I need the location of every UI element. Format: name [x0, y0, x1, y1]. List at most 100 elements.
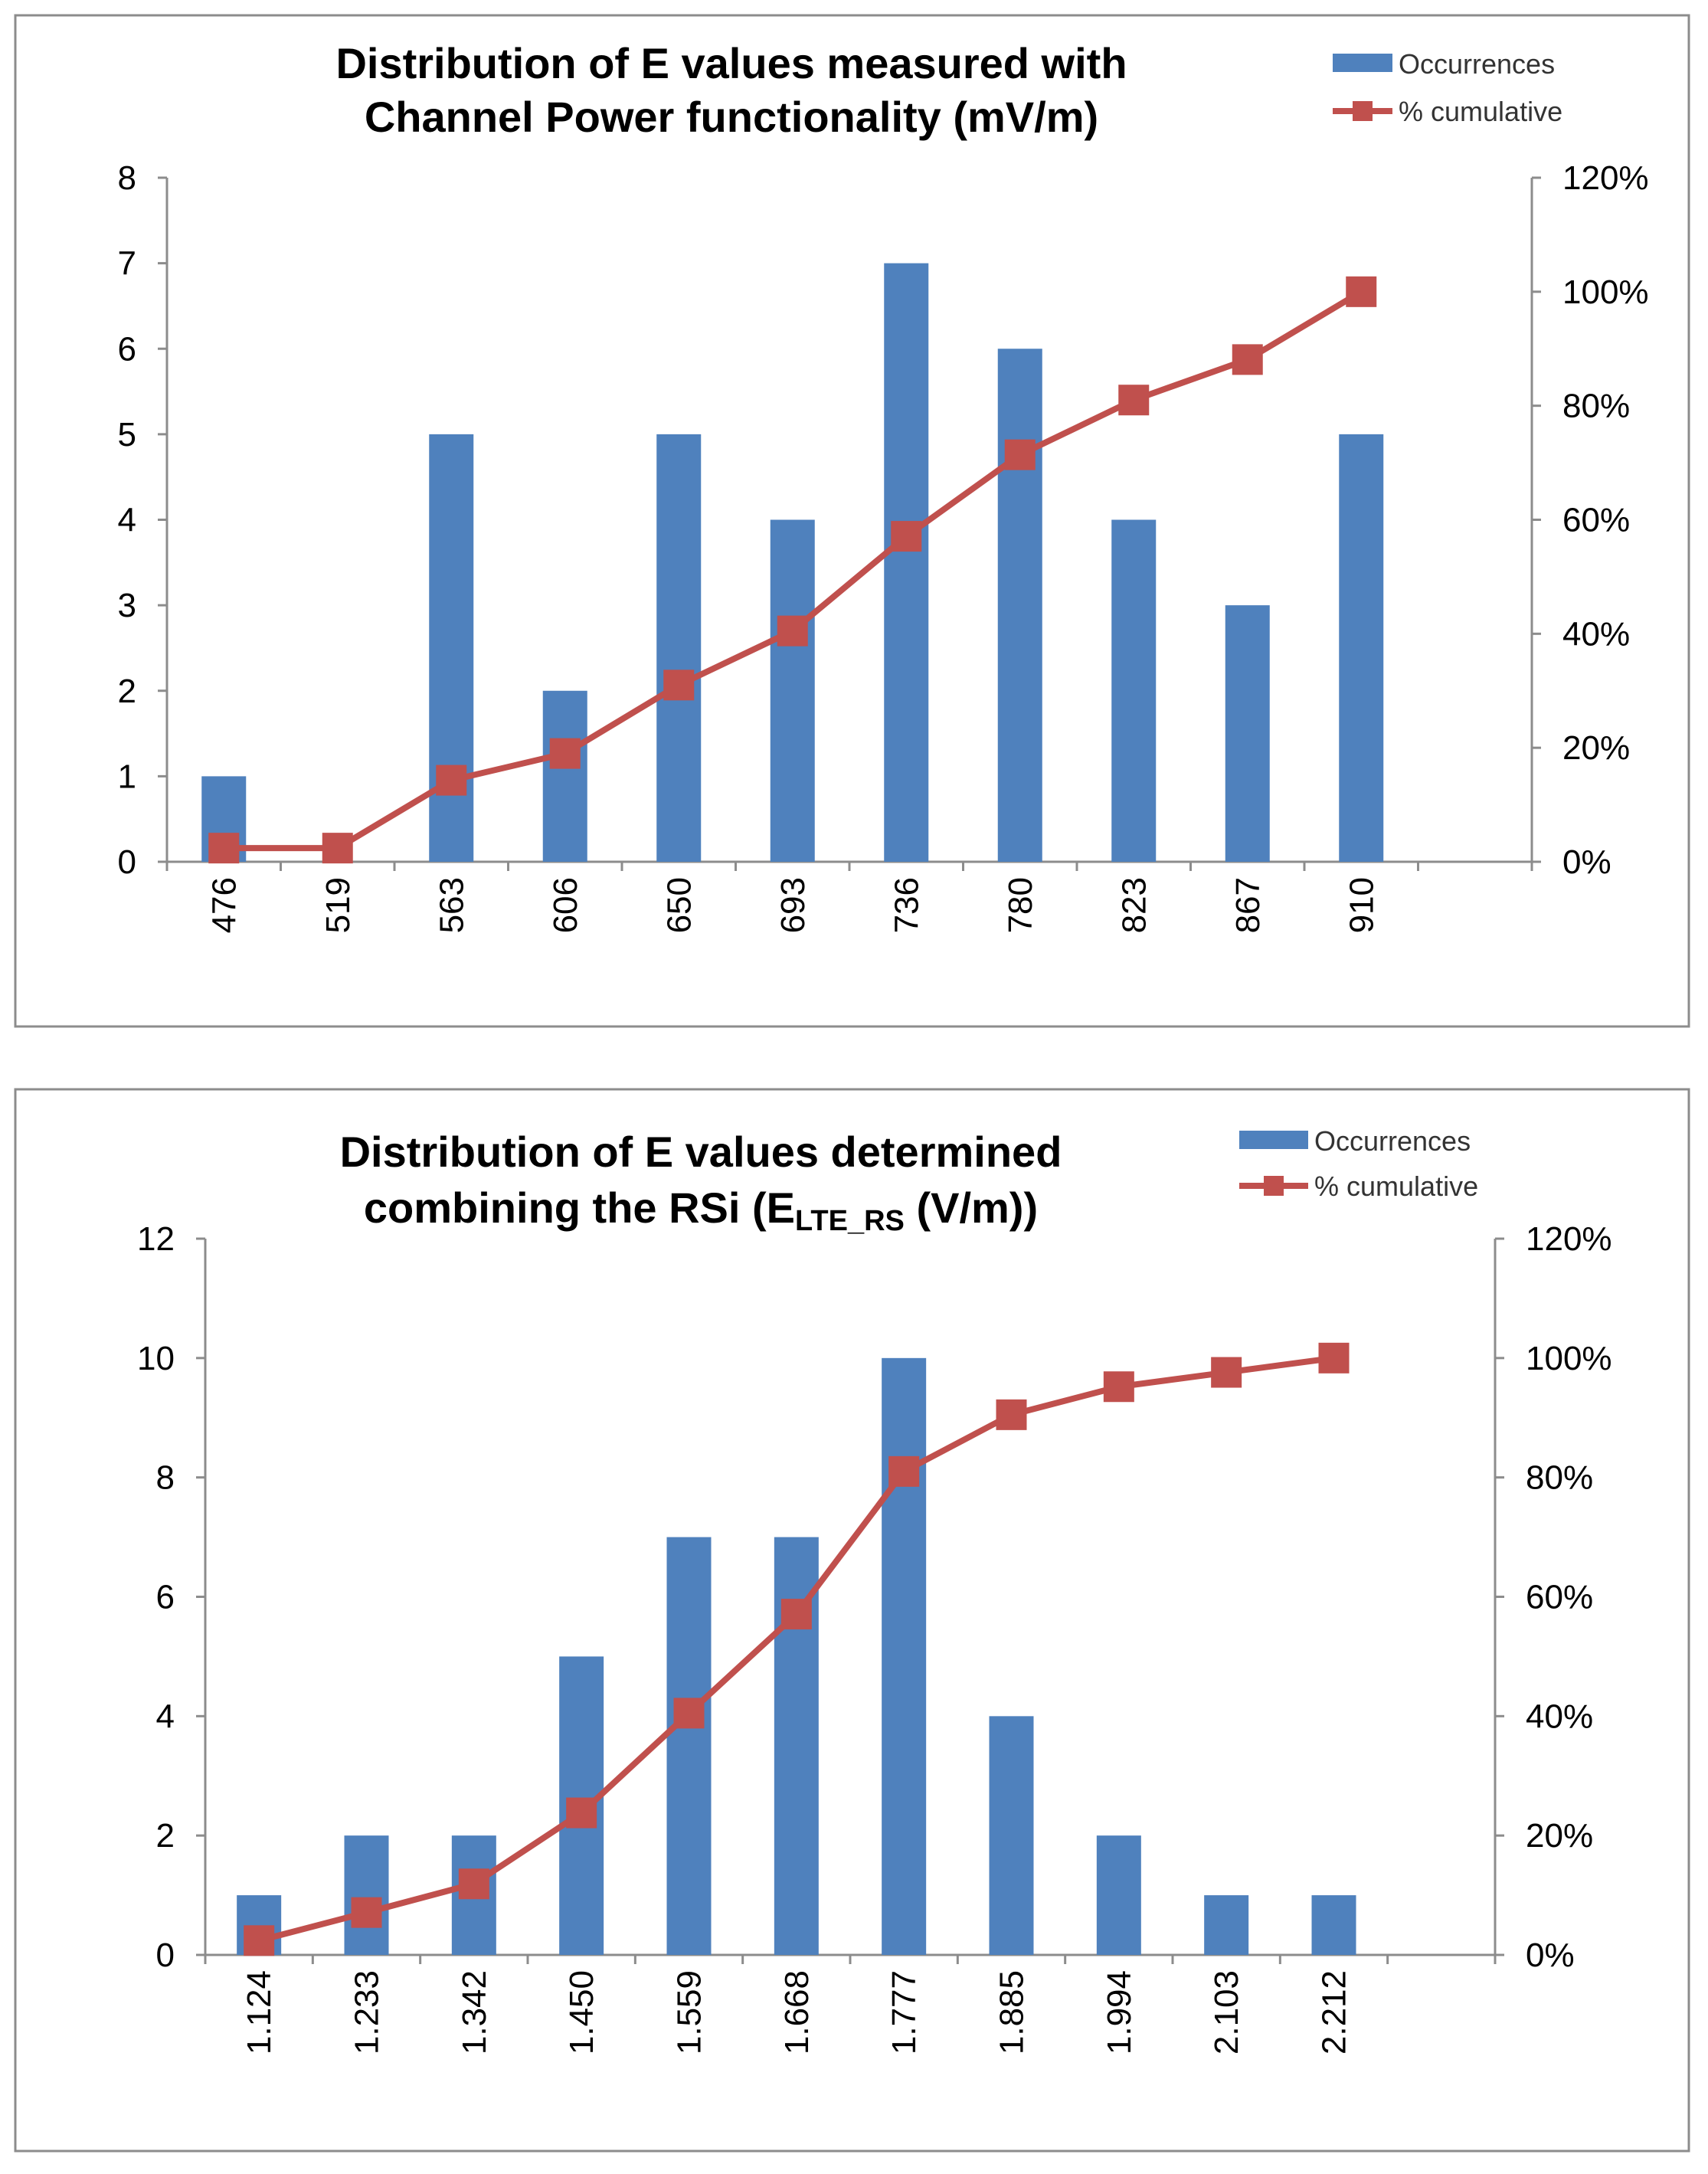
x-tick-label: 1.885 [993, 1970, 1031, 2054]
y-tick-label-left: 4 [118, 502, 136, 539]
bar-563 [429, 434, 474, 862]
title-prefix: combining the RSi (E [364, 1184, 795, 1232]
y-tick-label-right: 0% [1526, 1937, 1575, 1974]
x-tick-label: 1.559 [671, 1970, 708, 2054]
cumulative-marker-1.450 [566, 1797, 597, 1829]
legend-cumulative-label: % cumulative [1399, 96, 1562, 127]
bar-910 [1339, 434, 1384, 862]
y-tick-label-right: 80% [1526, 1459, 1593, 1497]
cumulative-marker-1.342 [458, 1868, 489, 1900]
cumulative-marker-563 [436, 765, 467, 796]
legend-marker-swatch [1353, 101, 1373, 121]
bar-867 [1225, 605, 1270, 862]
bar-736 [884, 263, 929, 862]
chart-title-line-1: Distribution of E values measured with [335, 39, 1127, 87]
bar-606 [542, 690, 587, 862]
cumulative-marker-1.777 [888, 1455, 920, 1487]
y-tick-label-left: 5 [118, 416, 136, 453]
y-tick-label-right: 100% [1526, 1340, 1612, 1377]
x-tick-label: 736 [888, 877, 925, 933]
y-tick-label-left: 2 [118, 673, 136, 710]
cumulative-marker-780 [1004, 439, 1036, 470]
legend-bar-swatch [1239, 1131, 1308, 1149]
legend-marker-swatch [1264, 1176, 1284, 1196]
cumulative-marker-1.668 [780, 1599, 812, 1630]
y-tick-label-right: 0% [1562, 843, 1611, 881]
cumulative-marker-606 [549, 738, 581, 769]
y-tick-label-right: 60% [1562, 502, 1630, 539]
y-tick-label-left: 0 [156, 1937, 175, 1974]
cumulative-marker-1.233 [351, 1897, 382, 1928]
bar-693 [770, 519, 815, 862]
y-tick-label-right: 40% [1526, 1698, 1593, 1735]
y-tick-label-right: 60% [1526, 1579, 1593, 1616]
x-tick-label: 606 [547, 877, 584, 933]
cumulative-marker-1.559 [673, 1698, 705, 1729]
chart-frame [14, 1088, 1690, 2153]
legend: Occurrences % cumulative [1333, 48, 1562, 127]
title-subscript: LTE_RS [795, 1205, 905, 1237]
cumulative-marker-1.994 [1103, 1371, 1134, 1403]
chart-frame [14, 14, 1690, 1028]
y-tick-label-left: 8 [118, 159, 136, 197]
x-tick-label: 2.103 [1208, 1970, 1245, 2054]
cumulative-marker-519 [322, 833, 353, 864]
x-tick-label: 563 [433, 877, 470, 933]
x-tick-label: 476 [205, 877, 243, 933]
y-tick-label-left: 2 [156, 1817, 175, 1855]
cumulative-marker-693 [777, 615, 808, 647]
x-tick-label: 1.342 [456, 1970, 493, 2054]
legend-occurrences-label: Occurrences [1399, 48, 1555, 80]
y-tick-label-left: 7 [118, 245, 136, 283]
cumulative-marker-1.124 [244, 1925, 275, 1956]
x-tick-label: 693 [774, 877, 812, 933]
bar-1.233 [344, 1835, 389, 1955]
bar-1.559 [666, 1537, 712, 1955]
y-tick-label-left: 12 [137, 1220, 175, 1258]
chart-title-line-2: combining the RSi (ELTE_RS (V/m)) [364, 1184, 1038, 1237]
y-tick-label-left: 1 [118, 758, 136, 795]
bar-1.777 [882, 1357, 927, 1955]
x-tick-label: 823 [1115, 877, 1153, 933]
x-tick-label: 650 [660, 877, 698, 933]
cumulative-marker-823 [1118, 385, 1150, 416]
bar-650 [656, 434, 702, 862]
bar-1.885 [989, 1716, 1034, 1955]
x-tick-label: 1.233 [348, 1970, 386, 2054]
y-tick-label-left: 6 [156, 1579, 175, 1616]
x-tick-label: 1.124 [240, 1970, 278, 2054]
chart-panel-e-values-rsi: Distribution of E values determined comb… [0, 1057, 1708, 2174]
legend: Occurrences % cumulative [1239, 1125, 1478, 1202]
cumulative-marker-2.212 [1318, 1342, 1350, 1373]
y-tick-label-right: 20% [1526, 1817, 1593, 1855]
y-tick-label-right: 120% [1526, 1220, 1612, 1258]
x-tick-label: 780 [1002, 877, 1039, 933]
cumulative-marker-2.103 [1211, 1357, 1242, 1388]
chart-e-values-rsi: Distribution of E values determined comb… [14, 1088, 1690, 2153]
bar-2.103 [1204, 1895, 1249, 1955]
chart-panel-e-values-channel-power: Distribution of E values measured with C… [0, 0, 1708, 1057]
y-tick-label-left: 3 [118, 587, 136, 624]
cumulative-marker-867 [1232, 344, 1263, 375]
y-tick-label-left: 8 [156, 1459, 175, 1497]
cumulative-marker-736 [891, 521, 922, 552]
chart-e-values-channel-power: Distribution of E values measured with C… [14, 14, 1690, 1028]
y-tick-label-right: 120% [1562, 159, 1649, 197]
x-tick-label: 910 [1343, 877, 1380, 933]
cumulative-marker-476 [208, 833, 240, 864]
cumulative-marker-650 [663, 670, 695, 701]
title-suffix: (V/m)) [905, 1184, 1038, 1232]
x-tick-label: 1.450 [563, 1970, 600, 2054]
y-tick-label-right: 80% [1562, 388, 1630, 425]
y-tick-label-left: 10 [137, 1340, 175, 1377]
bar-780 [997, 349, 1042, 862]
y-tick-label-left: 0 [118, 843, 136, 881]
y-tick-label-right: 100% [1562, 273, 1649, 311]
x-tick-label: 519 [319, 877, 357, 933]
chart-title-line-2: Channel Power functionality (mV/m) [365, 93, 1098, 141]
x-tick-label: 1.668 [778, 1970, 816, 2054]
x-tick-label: 1.777 [885, 1970, 923, 2054]
y-tick-label-left: 6 [118, 330, 136, 368]
